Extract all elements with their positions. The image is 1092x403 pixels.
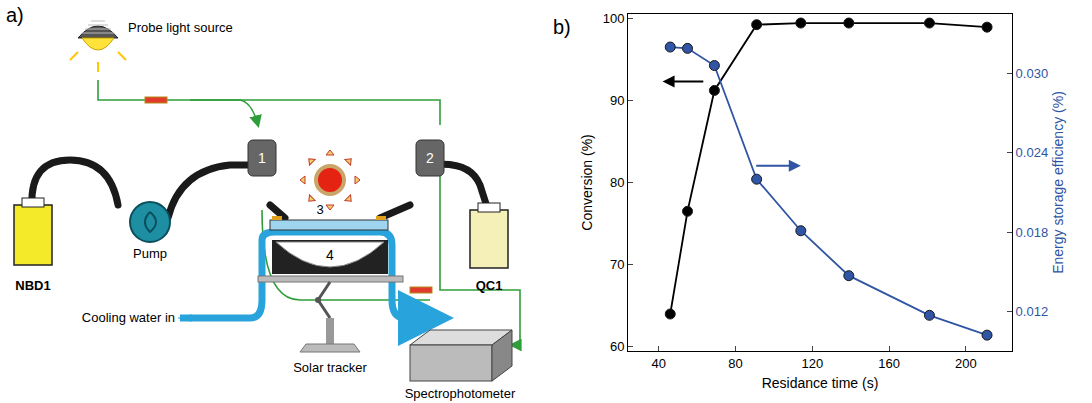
- svg-text:Spectrophotometer: Spectrophotometer: [405, 386, 516, 401]
- svg-text:QC1: QC1: [476, 278, 503, 293]
- svg-text:120: 120: [801, 356, 823, 371]
- svg-text:3: 3: [316, 202, 323, 217]
- svg-text:80: 80: [728, 356, 742, 371]
- svg-text:70: 70: [610, 257, 624, 272]
- svg-text:200: 200: [955, 356, 977, 371]
- svg-text:1: 1: [258, 150, 266, 166]
- svg-text:NBD1: NBD1: [15, 278, 50, 293]
- svg-text:100: 100: [603, 11, 625, 26]
- svg-text:Cooling water in: Cooling water in: [82, 310, 175, 325]
- svg-text:40: 40: [651, 356, 665, 371]
- svg-text:2: 2: [426, 150, 434, 166]
- svg-text:0.018: 0.018: [1016, 225, 1049, 240]
- svg-text:Energy storage efficiency (%): Energy storage efficiency (%): [1050, 91, 1066, 274]
- svg-text:Solar tracker: Solar tracker: [293, 360, 367, 375]
- svg-text:90: 90: [610, 93, 624, 108]
- svg-text:Conversion (%): Conversion (%): [579, 134, 595, 230]
- svg-text:0.024: 0.024: [1016, 145, 1049, 160]
- svg-text:4: 4: [326, 247, 334, 263]
- svg-text:b): b): [553, 16, 571, 38]
- svg-text:160: 160: [878, 356, 900, 371]
- svg-text:80: 80: [610, 175, 624, 190]
- svg-text:Residance time (s): Residance time (s): [762, 375, 879, 391]
- svg-text:Probe light source: Probe light source: [128, 20, 233, 35]
- svg-text:Pump: Pump: [133, 246, 167, 261]
- svg-text:a): a): [6, 4, 24, 26]
- svg-text:60: 60: [610, 339, 624, 354]
- svg-text:0.030: 0.030: [1016, 66, 1049, 81]
- svg-text:0.012: 0.012: [1016, 304, 1049, 319]
